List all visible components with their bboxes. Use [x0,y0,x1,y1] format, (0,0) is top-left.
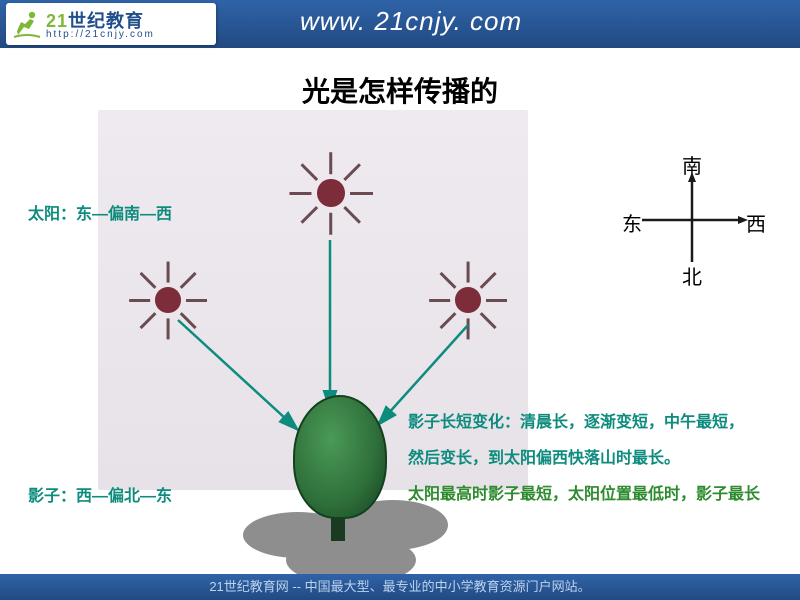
label-sun-height: 太阳最高时影子最短，太阳位置最低时，影子最长 [408,480,760,504]
slide-frame: 21世纪教育 http://21cnjy.com www. 21cnjy. co… [0,0,800,600]
sun-1 [288,150,374,236]
label-shadow-len2: 然后变长，到太阳偏西快落山时最长。 [408,444,680,468]
label-shadow-len1: 影子长短变化：清晨长，逐渐变短，中午最短， [408,408,744,432]
sun-2 [428,260,508,340]
compass: 南 东 西 北 [622,150,762,290]
compass-north: 北 [682,261,702,290]
compass-west: 西 [746,208,766,237]
sun-0 [128,260,208,340]
header-bar: 21世纪教育 http://21cnjy.com www. 21cnjy. co… [0,0,800,48]
footer-bar: 21世纪教育网 -- 中国最大型、最专业的中小学教育资源门户网站。 [0,574,800,600]
logo-suburl: http://21cnjy.com [46,29,155,40]
label-shadow-path: 影子：西—偏北—东 [28,482,172,506]
compass-east: 东 [622,208,642,237]
slide-body: 光是怎样传播的 南 东 西 北 [8,50,792,568]
header-url: www. 21cnjy. com [300,6,522,37]
label-sun-path: 太阳：东—偏南—西 [28,200,172,224]
site-logo: 21世纪教育 http://21cnjy.com [6,3,216,45]
compass-south: 南 [682,150,702,179]
logo-21: 21 [46,11,68,31]
runner-icon [12,9,42,39]
slide-title: 光是怎样传播的 [8,70,792,110]
logo-rest: 世纪教育 [68,11,144,31]
